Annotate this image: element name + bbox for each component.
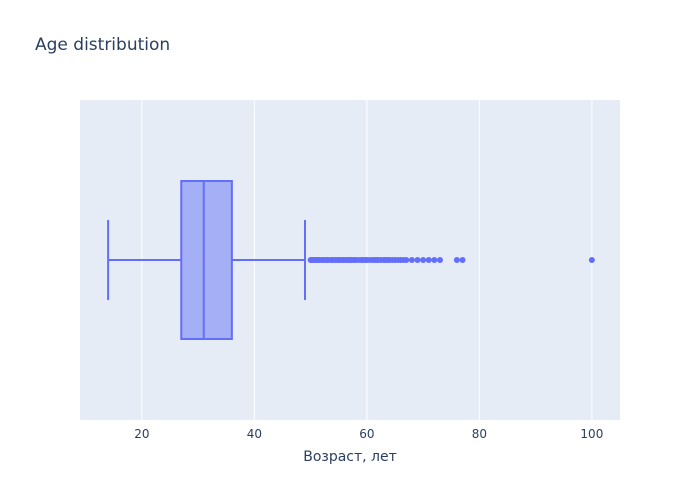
x-tick-label: 80 [472,427,487,441]
x-axis-title: Возраст, лет [303,449,397,465]
x-tick-labels: 20 40 60 80 100 [134,427,603,441]
outlier-point [420,257,427,263]
x-tick-label: 60 [359,427,374,441]
iqr-box [180,180,233,340]
outlier-point [414,257,421,263]
x-tick-label: 100 [580,427,603,441]
box-trace [107,180,306,340]
x-tick-label: 20 [134,427,149,441]
outlier-point [431,257,438,263]
outlier-points [307,257,595,263]
outlier-point [453,257,460,263]
outlier-point [425,257,432,263]
outlier-point [437,257,443,263]
chart-title: Age distribution [35,35,170,55]
outlier-point [588,257,595,263]
outlier-point [459,257,466,263]
x-tick-label: 40 [247,427,262,441]
outlier-point [403,257,410,263]
outlier-point [408,257,415,263]
